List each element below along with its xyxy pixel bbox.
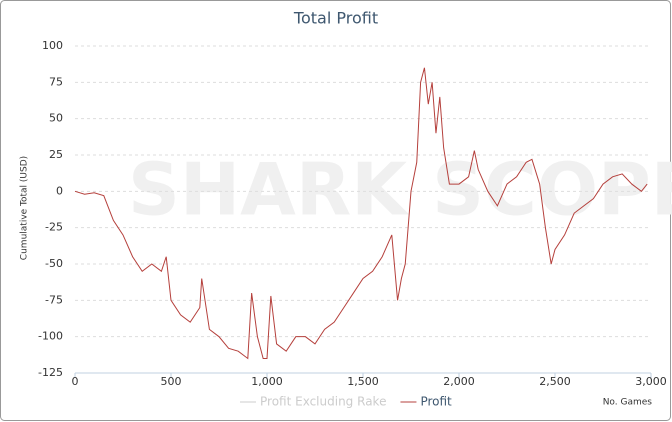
y-axis-title: Cumulative Total (USD) — [20, 156, 30, 260]
y-tick-label: 100 — [42, 39, 63, 52]
x-tick-label: 3,000 — [635, 375, 667, 388]
x-tick-label: 0 — [72, 375, 79, 388]
x-tick-label: 1,000 — [251, 375, 283, 388]
watermark: SHARK SCOPE — [128, 148, 672, 232]
y-tick-label: -100 — [38, 330, 63, 343]
line — [74, 67, 648, 360]
y-tick-label: 25 — [49, 148, 63, 161]
x-tick-label: 1,500 — [347, 375, 379, 388]
y-tick-label: 75 — [49, 75, 63, 88]
y-tick-label: -50 — [45, 257, 63, 270]
y-tick-label: -25 — [45, 221, 63, 234]
legend-label[interactable]: Profit — [420, 395, 452, 409]
y-tick-label: 0 — [56, 184, 63, 197]
x-axis-title: No. Games — [603, 398, 653, 408]
y-tick-label: -75 — [45, 293, 63, 306]
x-tick-label: 500 — [161, 375, 182, 388]
x-tick-label: 2,500 — [539, 375, 571, 388]
x-tick-label: 2,000 — [443, 375, 475, 388]
legend-label[interactable]: Profit Excluding Rake — [260, 395, 386, 409]
y-tick-label: -125 — [38, 366, 63, 379]
y-tick-label: 50 — [49, 112, 63, 125]
chart-title: Total Profit — [293, 9, 378, 28]
